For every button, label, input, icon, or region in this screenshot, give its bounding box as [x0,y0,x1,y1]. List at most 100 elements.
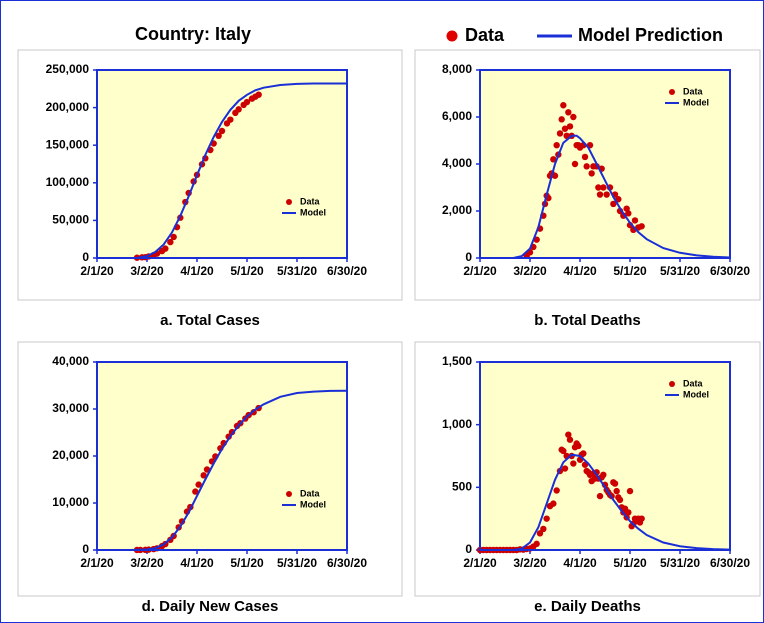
legend-symbol [669,381,675,387]
data-point [540,525,547,533]
y-tick-label: 0 [465,542,472,556]
x-tick-label: 4/1/20 [563,264,597,278]
data-point [625,210,632,217]
data-point [626,487,634,495]
data-point [553,487,560,494]
data-point [565,431,572,438]
data-point [581,153,589,161]
data-point [543,515,550,522]
x-tick-label: 4/1/20 [180,264,214,278]
data-point [235,106,242,113]
data-point [600,471,607,478]
x-tick-label: 2/1/20 [80,264,114,278]
legend-data-label: Data [465,25,505,45]
data-point [551,172,559,179]
y-tick-label: 500 [452,480,472,494]
data-point [611,480,619,487]
y-tick-label: 6,000 [442,109,472,123]
data-point [215,132,222,140]
x-tick-label: 4/1/20 [563,556,597,570]
x-tick-label: 5/31/20 [277,556,317,570]
x-tick-label: 5/31/20 [660,556,700,570]
legend-label: Data [300,196,321,206]
x-tick-label: 6/30/20 [710,264,750,278]
chart-caption: a. Total Cases [160,312,260,329]
legend-label: Model [683,389,709,399]
y-tick-label: 0 [82,542,89,556]
x-tick-label: 5/1/20 [230,264,264,278]
data-point [167,238,174,246]
data-point [613,487,620,495]
x-tick-label: 5/31/20 [277,264,317,278]
data-point [170,233,177,241]
data-point [595,184,602,191]
model-line [513,453,731,551]
model-line [138,82,347,259]
data-point [566,123,574,130]
chart-panel: 0 10,000 20,000 30,000 40,000 2/1/20 3/2/20 4/1… [17,341,403,615]
data-point [616,496,624,504]
data-point [588,170,595,177]
y-tick-label: 0 [82,250,89,264]
legend-label: Data [300,488,321,498]
data-point [195,481,202,488]
chart-panel: 0 500 1,000 1,500 2/1/20 3/2/20 4/1/20 5/1/20 5/… [414,341,761,615]
data-point [565,109,572,116]
data-point [536,530,544,537]
data-point [561,125,569,132]
chart-caption: d. Daily New Cases [142,598,279,615]
data-point [596,492,604,500]
x-tick-label: 3/2/20 [513,264,547,278]
legend-label: Model [300,499,326,509]
data-point [560,447,567,455]
y-tick-label: 100,000 [46,175,90,189]
data-point [631,217,639,224]
y-tick-label: 1,000 [442,417,472,431]
legend-symbol [286,491,292,497]
x-tick-label: 2/1/20 [463,556,497,570]
y-tick-label: 40,000 [52,354,89,368]
data-point [556,130,564,137]
data-point [243,98,251,106]
data-point [550,156,557,163]
plot-border [479,69,731,259]
chart-panel: 0 50,000 100,000 150,000 200,000 250,000 2/1/2… [17,49,403,329]
plot-area [480,362,730,550]
x-tick-label: 3/2/20 [130,556,164,570]
model-line [513,134,731,259]
data-point [561,465,569,472]
data-point [550,500,557,507]
legend-model-label: Model Prediction [578,25,723,45]
chart-panel: 0 2,000 4,000 6,000 8,000 2/1/20 3/2/20 4/1/20 5… [414,49,761,329]
legend-symbol [669,89,675,95]
legend-data-symbol [446,30,458,42]
data-point [558,116,565,123]
data-point [570,460,577,467]
data-point [533,540,540,548]
legend-label: Data [683,86,704,96]
data-point [610,200,617,208]
data-point [625,509,632,516]
x-tick-label: 5/1/20 [613,556,647,570]
x-tick-label: 3/2/20 [513,556,547,570]
data-point [200,472,207,479]
plot-border [96,361,348,551]
y-tick-label: 4,000 [442,156,472,170]
chart-caption: e. Daily Deaths [534,598,641,615]
data-point [575,442,582,450]
data-point [566,436,574,443]
data-point [638,223,645,230]
x-tick-label: 5/1/20 [613,264,647,278]
header-title: Country: Italy [135,24,251,44]
data-point [596,191,604,198]
plot-area [480,70,730,258]
data-point [600,184,607,191]
y-tick-label: 250,000 [46,62,90,76]
y-tick-label: 0 [465,250,472,264]
plot-border [479,361,731,551]
y-tick-label: 30,000 [52,401,89,415]
data-point [162,245,169,252]
y-tick-label: 200,000 [46,100,90,114]
x-tick-label: 6/30/20 [710,556,750,570]
